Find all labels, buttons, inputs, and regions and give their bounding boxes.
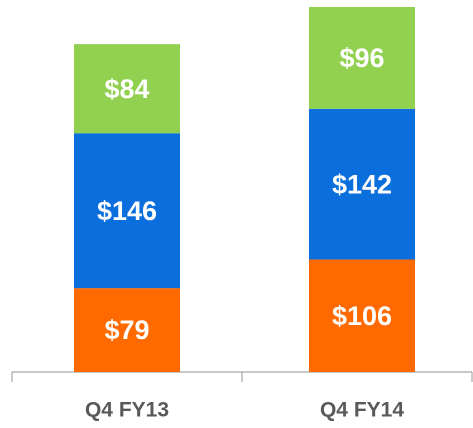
bar-segment bbox=[309, 108, 415, 260]
value-label: $146 bbox=[97, 196, 157, 226]
value-label: $84 bbox=[104, 74, 149, 104]
value-label: $142 bbox=[332, 169, 392, 199]
bar-segment bbox=[74, 133, 180, 289]
bar-segment bbox=[74, 288, 180, 372]
bar-segment bbox=[309, 7, 415, 109]
x-tick-label: Q4 FY14 bbox=[320, 399, 404, 422]
value-label: $79 bbox=[104, 315, 149, 345]
bar-segment bbox=[74, 44, 180, 134]
value-label: $96 bbox=[339, 43, 384, 73]
value-label: $106 bbox=[332, 301, 392, 331]
x-tick-label: Q4 FY13 bbox=[85, 399, 169, 422]
bar-segment bbox=[309, 259, 415, 372]
